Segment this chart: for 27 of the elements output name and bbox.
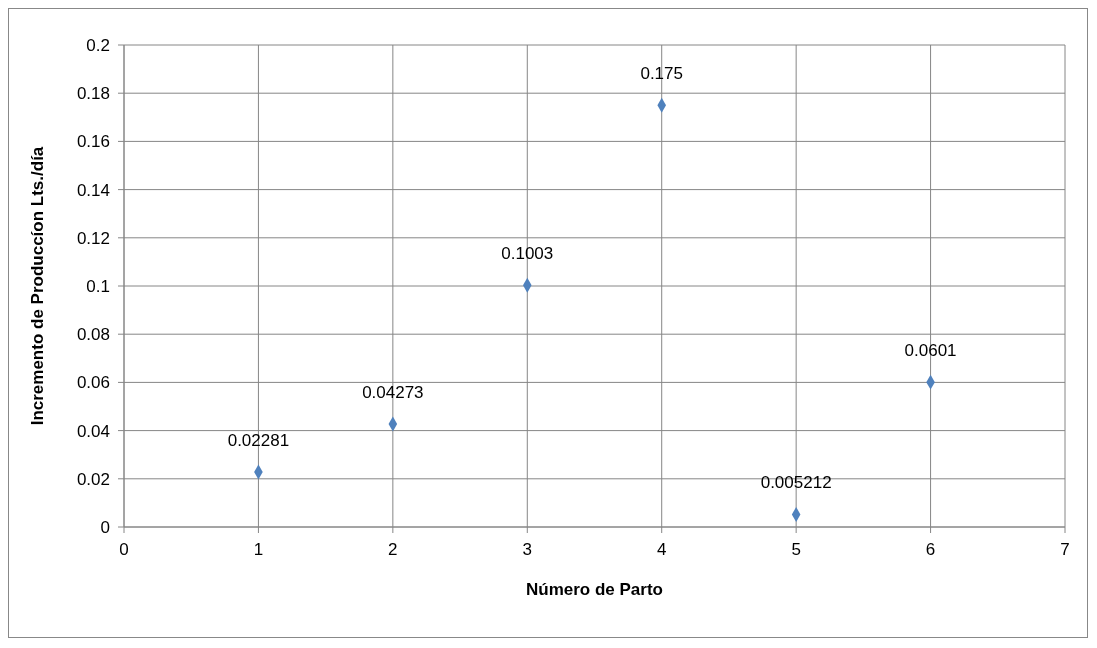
x-axis-title: Número de Parto bbox=[526, 580, 663, 599]
data-label: 0.02281 bbox=[227, 430, 290, 450]
data-label: 0.005212 bbox=[760, 472, 832, 492]
y-tick-label: 0.08 bbox=[76, 325, 110, 345]
y-axis-title: Incremento de Produccíon Lts./día bbox=[28, 146, 48, 426]
y-tick-label: 0 bbox=[100, 518, 110, 538]
y-tick-label: 0.1 bbox=[86, 277, 110, 297]
y-tick-label: 0.12 bbox=[76, 228, 110, 248]
y-tick-label: 0.14 bbox=[76, 180, 110, 200]
y-tick-label: 0.18 bbox=[76, 84, 110, 104]
x-tick-label: 2 bbox=[388, 540, 398, 560]
y-tick-label: 0.04 bbox=[76, 421, 110, 441]
x-tick-label: 7 bbox=[1060, 540, 1070, 560]
data-label: 0.1003 bbox=[501, 243, 554, 263]
y-tick-label: 0.02 bbox=[76, 469, 110, 489]
data-label: 0.04273 bbox=[362, 382, 424, 402]
data-label: 0.175 bbox=[640, 63, 683, 83]
x-tick-label: 4 bbox=[656, 540, 667, 560]
x-tick-label: 3 bbox=[522, 540, 533, 560]
y-tick-label: 0.2 bbox=[86, 36, 110, 56]
y-tick-label: 0.16 bbox=[76, 132, 110, 152]
x-tick-label: 1 bbox=[253, 540, 264, 560]
x-tick-label: 6 bbox=[925, 540, 936, 560]
x-tick-label: 5 bbox=[791, 540, 801, 560]
y-tick-label: 0.06 bbox=[76, 373, 110, 393]
x-tick-label: 0 bbox=[119, 540, 129, 560]
data-label: 0.0601 bbox=[904, 340, 957, 360]
